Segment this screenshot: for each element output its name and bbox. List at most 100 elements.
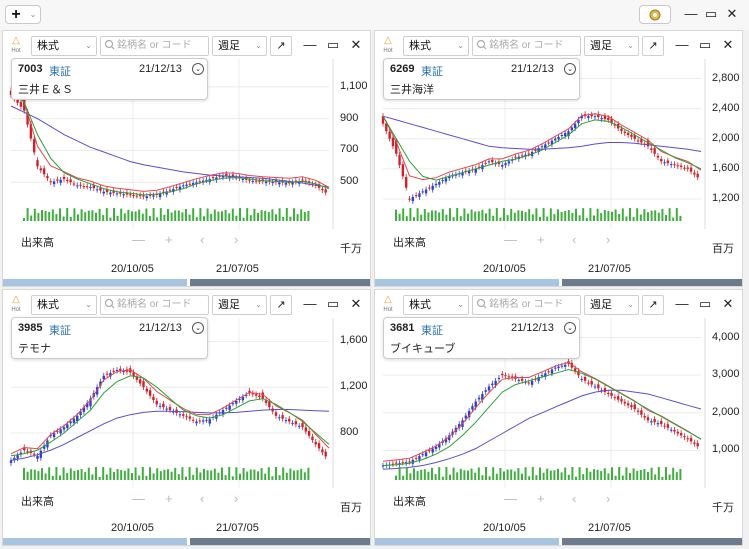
candle-body (395, 462, 398, 464)
candle-body (630, 405, 633, 408)
price-chart[interactable] (375, 59, 742, 229)
panel-maximize-button[interactable]: ▭ (326, 37, 340, 52)
zoom-in-button[interactable]: + (165, 232, 173, 247)
volume-bar (206, 208, 209, 221)
instrument-type-select[interactable]: 株式 ⌄ (31, 36, 97, 56)
panel-minimize-button[interactable]: — (303, 296, 317, 311)
candle-body (109, 372, 112, 377)
period-select[interactable]: 週足 ⌄ (212, 36, 267, 56)
symbol-search-input[interactable]: 銘柄名 or コード (100, 36, 209, 56)
panel-minimize-button[interactable]: — (675, 296, 689, 311)
search-placeholder: 銘柄名 or コード (489, 40, 564, 51)
zoom-out-button[interactable]: — (504, 491, 517, 506)
zoom-out-button[interactable]: — (132, 491, 145, 506)
candle-body (471, 406, 474, 410)
panel-close-button[interactable]: ✕ (350, 37, 362, 52)
volume-bar (217, 211, 220, 221)
volume-bar (596, 208, 599, 221)
panel-maximize-button[interactable]: ▭ (698, 296, 712, 311)
period-select[interactable]: 週足 ⌄ (212, 295, 267, 315)
chevron-down-icon[interactable]: ⌄ (564, 63, 576, 75)
scroll-left-button[interactable]: ‹ (572, 232, 577, 247)
zoom-in-button[interactable]: + (537, 232, 545, 247)
candle-body (324, 189, 327, 193)
chevron-down-icon[interactable]: ⌄ (192, 322, 204, 334)
panel-maximize-button[interactable]: ▭ (326, 296, 340, 311)
period-select[interactable]: 週足 ⌄ (584, 36, 639, 56)
window-close-button[interactable]: ✕ (726, 6, 738, 21)
candlestick-chart[interactable] (375, 59, 743, 229)
overview-scrollbar[interactable] (3, 279, 370, 287)
expand-button[interactable]: ↗ (270, 295, 292, 315)
candle-body (520, 155, 524, 157)
chevron-down-icon: ⌄ (457, 300, 464, 309)
volume-bar (199, 472, 202, 480)
panel-close-button[interactable]: ✕ (722, 37, 734, 52)
panel-close-button[interactable]: ✕ (722, 296, 734, 311)
window-maximize-button[interactable]: ▭ (704, 6, 718, 21)
volume-bar (235, 467, 238, 480)
volume-bar (267, 212, 270, 221)
candle-body (663, 425, 666, 427)
settings-button[interactable] (639, 5, 671, 24)
chevron-down-icon[interactable]: ⌄ (192, 63, 204, 75)
hot-button[interactable]: △ Hot (5, 35, 27, 57)
price-chart[interactable] (3, 318, 370, 488)
candle-body (491, 383, 494, 386)
candle-body (62, 427, 66, 430)
zoom-out-button[interactable]: — (132, 232, 145, 247)
candle-body (404, 462, 408, 464)
panel-maximize-button[interactable]: ▭ (698, 37, 712, 52)
chevron-down-icon[interactable]: ⌄ (564, 322, 576, 334)
candle-body (484, 390, 487, 392)
volume-bar (679, 468, 682, 480)
scroll-right-button[interactable]: › (606, 491, 611, 506)
symbol-search-input[interactable]: 銘柄名 or コード (472, 295, 581, 315)
volume-bar (578, 215, 581, 221)
hot-button[interactable]: △ Hot (377, 294, 399, 316)
scroll-right-button[interactable]: › (234, 491, 239, 506)
zoom-in-button[interactable]: + (165, 491, 173, 506)
scroll-left-button[interactable]: ‹ (200, 232, 205, 247)
symbol-search-input[interactable]: 銘柄名 or コード (472, 36, 581, 56)
volume-bar (80, 209, 83, 221)
expand-button[interactable]: ↗ (642, 295, 664, 315)
candlestick-chart[interactable] (375, 318, 743, 488)
candle-body (640, 410, 643, 415)
instrument-type-select[interactable]: 株式 ⌄ (403, 295, 469, 315)
instrument-type-select[interactable]: 株式 ⌄ (31, 295, 97, 315)
volume-bar (567, 474, 570, 480)
volume-bar (145, 475, 148, 480)
symbol-search-input[interactable]: 銘柄名 or コード (100, 295, 209, 315)
period-select[interactable]: 週足 ⌄ (584, 295, 639, 315)
panel-minimize-button[interactable]: — (303, 37, 317, 52)
scroll-left-button[interactable]: ‹ (200, 491, 205, 506)
instrument-type-select[interactable]: 株式 ⌄ (403, 36, 469, 56)
hot-button[interactable]: △ Hot (5, 294, 27, 316)
expand-button[interactable]: ↗ (270, 36, 292, 56)
panel-minimize-button[interactable]: — (675, 37, 689, 52)
overview-scrollbar[interactable] (375, 279, 742, 287)
candlestick-chart[interactable] (3, 318, 371, 488)
candle-body (142, 381, 145, 388)
overview-scrollbar[interactable] (375, 538, 742, 546)
overview-scrollbar[interactable] (3, 538, 370, 546)
candle-body (448, 176, 451, 179)
expand-button[interactable]: ↗ (642, 36, 664, 56)
scroll-right-button[interactable]: › (234, 232, 239, 247)
hot-button[interactable]: △ Hot (377, 35, 399, 57)
zoom-out-button[interactable]: — (504, 232, 517, 247)
panel-close-button[interactable]: ✕ (350, 296, 362, 311)
zoom-in-button[interactable]: + (537, 491, 545, 506)
scroll-left-button[interactable]: ‹ (572, 491, 577, 506)
price-chart[interactable] (375, 318, 742, 488)
add-panel-menu[interactable]: + ⌄ (5, 5, 41, 24)
volume-bar (582, 208, 585, 221)
volume-bar (416, 208, 419, 221)
scroll-right-button[interactable]: › (606, 232, 611, 247)
y-axis-label: 900 (340, 111, 359, 124)
candle-body (297, 425, 301, 427)
window-minimize-button[interactable]: — (684, 6, 698, 21)
candle-body (304, 180, 308, 182)
moving-average-short-line (382, 368, 702, 466)
